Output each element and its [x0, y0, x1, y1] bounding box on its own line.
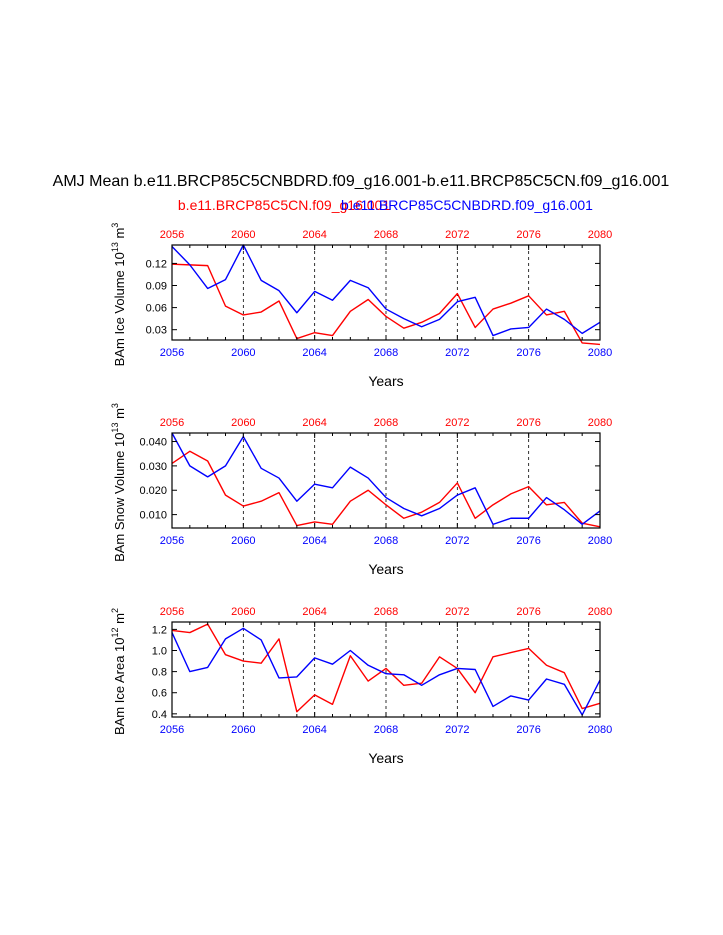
y-tick-label: 0.6	[152, 688, 167, 700]
x-tick-label-top: 2060	[231, 606, 255, 618]
y-tick-label: 0.030	[139, 461, 167, 473]
x-tick-label: 2072	[445, 347, 469, 359]
x-tick-label: 2068	[374, 347, 398, 359]
series-line-red	[171, 450, 601, 528]
x-tick-label: 2076	[516, 347, 540, 359]
x-tick-label-top: 2056	[160, 606, 184, 618]
series-line-red	[171, 263, 601, 346]
x-tick-label-top: 2068	[374, 417, 398, 429]
x-tick-label: 2056	[160, 535, 184, 547]
x-axis-title: Years	[368, 750, 403, 766]
x-tick-label-top: 2072	[445, 229, 469, 241]
x-tick-label: 2068	[374, 535, 398, 547]
x-tick-label: 2060	[231, 535, 255, 547]
panel-2: 2056 2056 2060 2060 2064 2064 2068 2068 2072 2072…	[110, 403, 612, 577]
x-tick-label-top: 2068	[374, 606, 398, 618]
x-tick-label-top: 2060	[231, 229, 255, 241]
x-tick-label-top: 2076	[516, 229, 540, 241]
y-tick-label: 0.020	[139, 485, 167, 497]
x-tick-label-top: 2076	[516, 417, 540, 429]
y-tick-label: 0.12	[146, 258, 167, 270]
x-tick-label: 2080	[588, 347, 612, 359]
x-tick-label: 2076	[516, 724, 540, 736]
y-tick-label: 0.06	[146, 303, 167, 315]
y-axis-title: BAm Snow Volume 1013 m3	[110, 403, 127, 562]
x-tick-label-top: 2080	[588, 606, 612, 618]
y-tick-label: 1.0	[152, 646, 167, 658]
x-tick-label-top: 2068	[374, 229, 398, 241]
x-tick-label: 2060	[231, 724, 255, 736]
y-axis-title: BAm Ice Area 1012 m2	[110, 608, 127, 735]
x-tick-label-top: 2080	[588, 229, 612, 241]
x-tick-label: 2080	[588, 724, 612, 736]
x-tick-label-top: 2080	[588, 417, 612, 429]
legend-blue-label: b.e11.BRCP85C5CNBDRD.f09_g16.001	[341, 197, 593, 213]
x-tick-label-top: 2064	[302, 606, 326, 618]
y-tick-label: 0.09	[146, 281, 167, 293]
y-tick-label: 0.040	[139, 437, 167, 449]
x-tick-label: 2068	[374, 724, 398, 736]
y-tick-label: 1.2	[152, 624, 167, 636]
x-tick-label: 2056	[160, 347, 184, 359]
x-tick-label-top: 2060	[231, 417, 255, 429]
x-tick-label-top: 2056	[160, 229, 184, 241]
x-tick-label-top: 2072	[445, 606, 469, 618]
y-tick-label: 0.8	[152, 667, 167, 679]
x-tick-label-top: 2076	[516, 606, 540, 618]
x-tick-label-top: 2072	[445, 417, 469, 429]
x-axis-title: Years	[368, 373, 403, 389]
x-tick-label: 2072	[445, 535, 469, 547]
series-line-red	[171, 623, 601, 713]
x-axis-title: Years	[368, 561, 403, 577]
panel-3: 2056 2056 2060 2060 2064 2064 2068 2068 2072 2072…	[110, 606, 612, 766]
y-axis-title: BAm Ice Volume 1013 m3	[110, 223, 127, 367]
y-tick-label: 0.010	[139, 510, 167, 522]
series-line-blue	[171, 627, 601, 716]
y-tick-label: 0.4	[152, 709, 167, 721]
legend: b.e11.BRCP85C5CN.f09_g16.001 b.e11.BRCP8…	[178, 197, 593, 213]
x-tick-label: 2080	[588, 535, 612, 547]
x-tick-label: 2060	[231, 347, 255, 359]
chart-title: AMJ Mean b.e11.BRCP85C5CNBDRD.f09_g16.00…	[53, 173, 670, 190]
x-tick-label-top: 2064	[302, 417, 326, 429]
y-tick-label: 0.03	[146, 325, 167, 337]
panel-1: 2056 2056 2060 2060 2064 2064 2068 2068 2072 2072…	[110, 223, 612, 389]
x-tick-label: 2072	[445, 724, 469, 736]
x-tick-label: 2064	[302, 347, 326, 359]
x-tick-label-top: 2056	[160, 417, 184, 429]
x-tick-label: 2076	[516, 535, 540, 547]
x-tick-label: 2064	[302, 724, 326, 736]
x-tick-label: 2064	[302, 535, 326, 547]
x-tick-label-top: 2064	[302, 229, 326, 241]
x-tick-label: 2056	[160, 724, 184, 736]
legend-red-label: b.e11.BRCP85C5CN.f09_g16.001	[178, 197, 390, 213]
